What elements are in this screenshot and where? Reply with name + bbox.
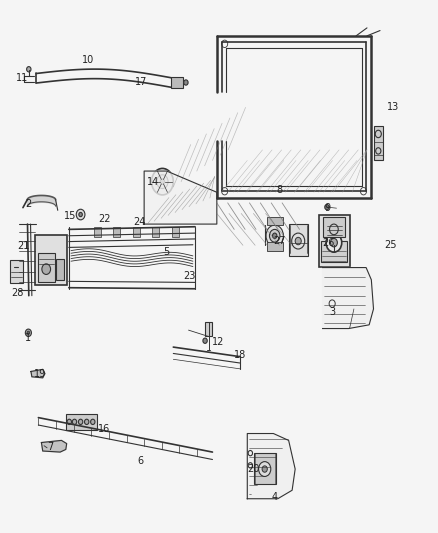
Circle shape: [266, 225, 283, 246]
Text: 7: 7: [47, 442, 53, 452]
Circle shape: [157, 175, 168, 189]
Circle shape: [203, 338, 207, 343]
Polygon shape: [144, 171, 217, 224]
Circle shape: [326, 233, 342, 252]
FancyBboxPatch shape: [321, 241, 346, 262]
Text: 1: 1: [25, 333, 32, 343]
FancyBboxPatch shape: [10, 260, 23, 284]
FancyBboxPatch shape: [267, 216, 283, 225]
Text: 19: 19: [35, 369, 47, 378]
Text: 3: 3: [329, 306, 335, 317]
Circle shape: [78, 419, 83, 424]
FancyBboxPatch shape: [289, 224, 308, 256]
Text: 25: 25: [384, 240, 396, 251]
FancyBboxPatch shape: [323, 217, 345, 237]
Text: 27: 27: [274, 236, 286, 246]
Circle shape: [79, 213, 82, 216]
FancyBboxPatch shape: [113, 227, 120, 237]
Circle shape: [325, 205, 329, 210]
Text: 11: 11: [16, 73, 28, 83]
Text: 13: 13: [387, 102, 399, 112]
Circle shape: [76, 209, 85, 220]
FancyBboxPatch shape: [56, 259, 64, 280]
Circle shape: [27, 67, 31, 72]
Text: 15: 15: [64, 211, 76, 221]
Text: 21: 21: [17, 241, 29, 252]
FancyBboxPatch shape: [66, 414, 97, 430]
Text: 28: 28: [12, 288, 24, 298]
Circle shape: [330, 238, 337, 247]
Circle shape: [258, 462, 271, 477]
Text: 2: 2: [25, 199, 32, 209]
Circle shape: [152, 168, 173, 195]
FancyBboxPatch shape: [35, 235, 67, 285]
Text: 17: 17: [135, 77, 148, 87]
Text: 16: 16: [98, 424, 110, 434]
Circle shape: [272, 233, 277, 238]
Polygon shape: [322, 268, 374, 328]
Text: 6: 6: [138, 456, 144, 466]
FancyBboxPatch shape: [133, 227, 140, 237]
Text: 12: 12: [212, 337, 224, 347]
Text: 9: 9: [325, 203, 331, 213]
Circle shape: [27, 331, 30, 334]
Text: 4: 4: [272, 492, 278, 502]
Circle shape: [269, 229, 280, 242]
Text: 14: 14: [147, 176, 159, 187]
FancyBboxPatch shape: [205, 321, 212, 336]
Text: 22: 22: [99, 214, 111, 224]
Circle shape: [67, 419, 71, 424]
Text: 24: 24: [134, 217, 146, 228]
Circle shape: [72, 419, 77, 424]
FancyBboxPatch shape: [171, 77, 184, 88]
Circle shape: [25, 329, 32, 336]
Text: 18: 18: [234, 350, 246, 360]
Text: 8: 8: [277, 184, 283, 195]
FancyBboxPatch shape: [38, 253, 55, 282]
Circle shape: [292, 233, 305, 249]
Circle shape: [85, 419, 89, 424]
FancyBboxPatch shape: [254, 453, 276, 484]
Circle shape: [42, 264, 50, 274]
FancyBboxPatch shape: [152, 227, 159, 237]
Polygon shape: [247, 433, 295, 499]
Text: 10: 10: [82, 55, 95, 64]
Circle shape: [91, 419, 95, 424]
FancyBboxPatch shape: [267, 242, 283, 251]
Text: 20: 20: [247, 464, 260, 474]
Circle shape: [184, 80, 188, 85]
FancyBboxPatch shape: [94, 227, 101, 237]
Circle shape: [160, 179, 165, 184]
FancyBboxPatch shape: [172, 227, 179, 237]
Text: 26: 26: [322, 238, 335, 248]
Circle shape: [295, 237, 301, 245]
FancyBboxPatch shape: [319, 215, 350, 266]
Text: 5: 5: [164, 247, 170, 257]
Polygon shape: [31, 369, 45, 378]
Circle shape: [262, 466, 267, 472]
FancyBboxPatch shape: [374, 126, 383, 160]
Polygon shape: [42, 440, 67, 452]
Text: 23: 23: [183, 271, 196, 280]
